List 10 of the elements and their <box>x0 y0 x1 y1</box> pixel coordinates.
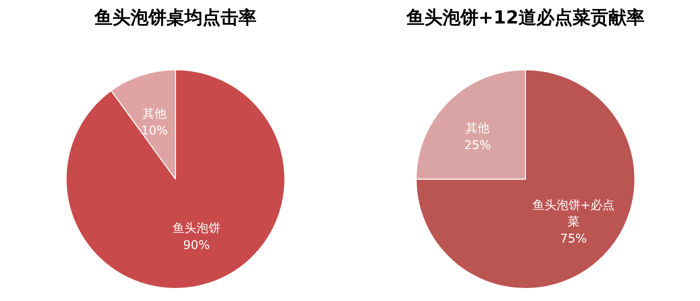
slice-label: 鱼头泡饼+必点菜 <box>532 198 614 229</box>
slice-label: 鱼头泡饼 <box>172 220 220 235</box>
data-label: 25% <box>464 138 491 152</box>
data-label: 75% <box>560 232 587 246</box>
chart-title: 鱼头泡饼+12道必点菜贡献率 <box>405 8 645 28</box>
data-label: 10% <box>141 123 168 138</box>
slice-label: 其他 <box>142 106 167 120</box>
chart-title: 鱼头泡饼桌均点击率 <box>94 8 256 28</box>
data-label: 90% <box>183 238 210 252</box>
slice-label: 其他 <box>466 121 490 136</box>
